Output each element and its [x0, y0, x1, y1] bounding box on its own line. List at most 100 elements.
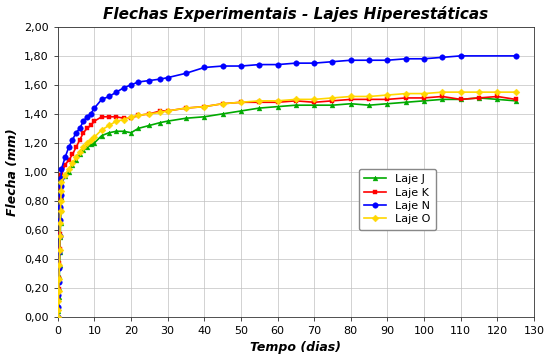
Laje J: [55, 309, 62, 313]
Laje J: [274, 104, 281, 109]
Laje N: [80, 119, 87, 123]
Laje K: [329, 99, 336, 103]
Laje J: [57, 249, 63, 254]
Laje O: [57, 234, 63, 238]
Laje J: [256, 106, 262, 110]
Laje J: [494, 97, 501, 102]
Laje K: [201, 104, 207, 109]
Laje N: [293, 61, 299, 65]
Laje O: [513, 90, 519, 94]
Laje N: [513, 54, 519, 58]
Laje K: [56, 287, 62, 292]
Laje O: [219, 102, 226, 106]
Laje O: [69, 161, 76, 165]
Laje J: [62, 174, 68, 179]
Laje J: [98, 134, 105, 138]
Line: Laje K: Laje K: [56, 94, 518, 319]
Laje K: [348, 97, 354, 102]
Laje N: [183, 71, 189, 76]
Laje J: [57, 235, 63, 239]
Laje K: [439, 94, 446, 99]
Laje J: [69, 162, 76, 167]
Laje N: [87, 112, 94, 116]
Laje J: [56, 274, 63, 278]
Laje O: [439, 90, 446, 94]
Laje K: [69, 152, 76, 157]
Laje K: [311, 100, 317, 104]
Laje O: [311, 97, 317, 102]
Laje O: [55, 307, 62, 312]
Laje J: [54, 315, 61, 319]
Laje J: [439, 97, 446, 102]
Laje K: [366, 97, 372, 102]
Laje O: [57, 220, 63, 225]
Laje O: [113, 119, 120, 123]
Laje J: [164, 119, 171, 123]
Laje K: [183, 106, 189, 110]
Laje J: [84, 145, 90, 149]
Laje O: [238, 100, 244, 104]
Laje O: [128, 114, 134, 119]
Laje N: [113, 90, 120, 94]
Laje J: [311, 103, 317, 107]
Laje J: [366, 103, 372, 107]
Laje N: [57, 204, 63, 209]
Laje K: [476, 96, 482, 100]
Laje K: [56, 247, 63, 251]
Laje N: [55, 305, 62, 309]
Laje O: [87, 138, 94, 142]
X-axis label: Tempo (dias): Tempo (dias): [250, 341, 342, 355]
Laje K: [256, 100, 262, 104]
Laje K: [238, 100, 244, 104]
Line: Laje J: Laje J: [56, 95, 518, 319]
Laje J: [403, 100, 409, 104]
Laje N: [106, 94, 112, 99]
Laje O: [56, 277, 62, 281]
Laje K: [57, 232, 63, 237]
Laje K: [293, 99, 299, 103]
Laje N: [256, 62, 262, 67]
Laje O: [403, 91, 409, 96]
Laje K: [458, 97, 464, 102]
Laje O: [98, 128, 105, 132]
Laje O: [183, 106, 189, 110]
Laje O: [56, 248, 63, 252]
Line: Laje N: Laje N: [55, 53, 519, 320]
Laje K: [98, 114, 105, 119]
Laje O: [76, 149, 83, 154]
Laje K: [54, 315, 61, 319]
Laje K: [65, 158, 72, 162]
Laje N: [219, 64, 226, 68]
Laje O: [58, 189, 64, 193]
Laje N: [91, 106, 98, 110]
Laje J: [513, 99, 519, 103]
Laje J: [329, 103, 336, 107]
Laje O: [494, 90, 501, 94]
Laje K: [513, 97, 519, 102]
Laje O: [54, 315, 61, 319]
Laje K: [84, 126, 90, 131]
Laje K: [80, 131, 87, 135]
Laje N: [135, 80, 142, 84]
Laje N: [69, 138, 76, 142]
Laje K: [87, 123, 94, 128]
Laje N: [54, 315, 61, 319]
Laje N: [120, 86, 127, 90]
Laje J: [476, 96, 482, 100]
Laje N: [128, 83, 134, 87]
Title: Flechas Experimentais - Lajes Hiperestáticas: Flechas Experimentais - Lajes Hiperestát…: [103, 5, 488, 22]
Laje K: [56, 275, 62, 280]
Laje O: [56, 289, 62, 293]
Laje J: [293, 103, 299, 107]
Laje O: [201, 104, 207, 109]
Laje O: [476, 90, 482, 94]
Laje J: [113, 129, 120, 134]
Laje J: [348, 102, 354, 106]
Laje J: [55, 303, 62, 307]
Laje O: [106, 123, 112, 128]
Laje J: [87, 142, 94, 147]
Laje K: [62, 162, 68, 167]
Laje N: [329, 59, 336, 64]
Laje N: [56, 265, 62, 270]
Laje K: [274, 100, 281, 104]
